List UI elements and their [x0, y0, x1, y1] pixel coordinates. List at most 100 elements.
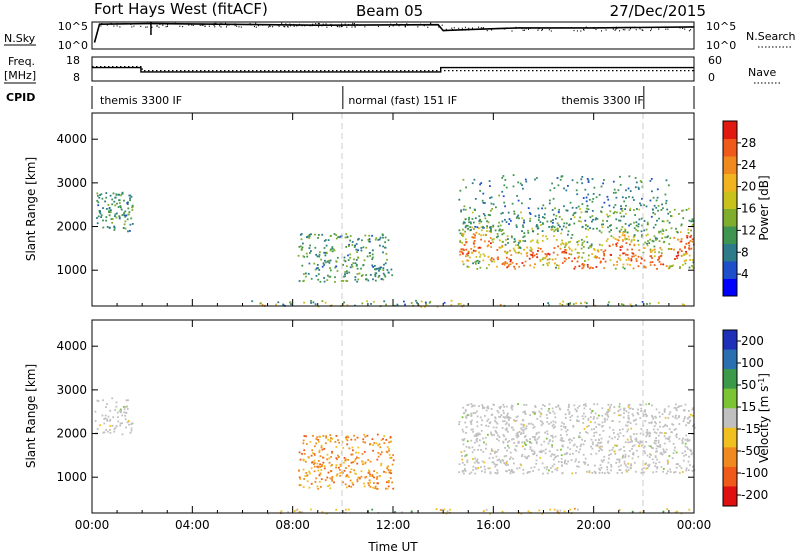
power-cell — [662, 263, 665, 266]
velocity-cell — [376, 476, 379, 478]
power-cell — [574, 211, 577, 214]
velocity-cell — [532, 453, 535, 455]
power-cell — [379, 268, 381, 270]
power-cell — [557, 245, 559, 248]
power-cell — [546, 262, 548, 265]
velocity-cell — [496, 438, 498, 440]
velocity-cell — [626, 430, 629, 433]
nsky-sample — [595, 28, 597, 31]
nsky-sample — [684, 28, 686, 30]
nsky-sample — [390, 23, 392, 25]
power-cell — [538, 214, 540, 217]
velocity-cell — [608, 435, 611, 438]
power-cell — [691, 240, 694, 243]
power-cell — [114, 204, 117, 207]
y-tick-label: 1000 — [56, 470, 87, 484]
power-colorbar-tick-label: 12 — [741, 223, 756, 237]
velocity-cell — [508, 440, 511, 442]
power-cell — [580, 211, 583, 214]
power-cell — [124, 210, 127, 213]
velocity-cell — [386, 465, 389, 468]
velocity-cell — [677, 463, 679, 465]
nsky-sample — [220, 22, 222, 25]
nsky-sample — [336, 25, 338, 27]
power-cell — [323, 247, 326, 249]
power-cell — [379, 244, 381, 247]
power-cell — [692, 261, 695, 264]
velocity-cell — [530, 422, 533, 425]
power-cell — [512, 185, 515, 188]
velocity-cell — [343, 457, 346, 459]
velocity-cell — [400, 511, 403, 514]
power-cell — [517, 252, 519, 254]
velocity-cell — [648, 445, 651, 447]
nsky-sample — [665, 28, 667, 30]
power-cell — [533, 266, 535, 269]
velocity-cell — [109, 418, 112, 421]
power-cell — [635, 221, 638, 224]
velocity-cell — [295, 509, 298, 512]
nsky-sample — [236, 25, 238, 27]
power-cell — [640, 262, 642, 265]
velocity-cell — [115, 401, 118, 404]
power-cell — [518, 265, 521, 268]
power-cell — [493, 260, 496, 263]
power-cell — [490, 231, 492, 234]
velocity-cell — [485, 409, 488, 412]
velocity-cell — [598, 414, 600, 417]
nsky-sample — [550, 27, 551, 29]
power-cell — [656, 268, 658, 270]
velocity-cell — [308, 486, 311, 489]
power-cell — [523, 235, 526, 238]
nsky-sample — [548, 29, 550, 31]
velocity-cell — [601, 421, 604, 424]
velocity-cell — [124, 418, 127, 421]
power-cell — [463, 205, 466, 208]
nsky-sample — [323, 24, 325, 26]
power-cell — [384, 246, 386, 249]
power-cell — [645, 234, 648, 237]
power-cell — [513, 238, 516, 240]
velocity-cell — [113, 428, 116, 430]
power-cell — [377, 267, 380, 270]
velocity-cell — [476, 415, 479, 418]
power-cell — [534, 178, 536, 181]
power-cell — [515, 226, 518, 228]
power-cell — [375, 268, 377, 271]
velocity-cell — [569, 441, 571, 444]
power-cell — [508, 263, 510, 266]
power-cell — [349, 235, 352, 237]
velocity-cell — [554, 425, 556, 428]
velocity-cell — [321, 511, 324, 513]
velocity-cell — [610, 453, 612, 456]
velocity-cell — [320, 469, 323, 471]
power-cell — [317, 273, 320, 276]
velocity-cell — [115, 425, 118, 427]
power-cell — [656, 196, 659, 199]
power-cell — [584, 227, 587, 230]
nsky-sample — [658, 28, 660, 30]
velocity-cell — [683, 409, 685, 412]
power-cell — [623, 200, 626, 203]
velocity-cell — [666, 425, 668, 427]
power-cell — [626, 231, 629, 234]
power-colorbar-tick-label: 16 — [741, 202, 756, 216]
power-cell — [624, 212, 627, 215]
velocity-cell — [675, 409, 678, 411]
velocity-cell — [657, 434, 660, 437]
power-cell — [504, 261, 507, 263]
velocity-cell — [643, 450, 646, 453]
velocity-cell — [506, 421, 508, 424]
velocity-cell — [355, 473, 357, 475]
velocity-cell — [364, 461, 367, 464]
velocity-cell — [572, 452, 574, 455]
nsky-series — [93, 22, 695, 43]
nsky-sample — [615, 28, 617, 30]
power-cell — [490, 246, 493, 248]
velocity-cell — [358, 476, 361, 479]
power-cell — [632, 252, 635, 255]
velocity-cell — [552, 427, 555, 429]
power-cell — [129, 223, 132, 226]
velocity-cell — [471, 451, 474, 454]
y-tick-label: 4000 — [56, 132, 87, 146]
